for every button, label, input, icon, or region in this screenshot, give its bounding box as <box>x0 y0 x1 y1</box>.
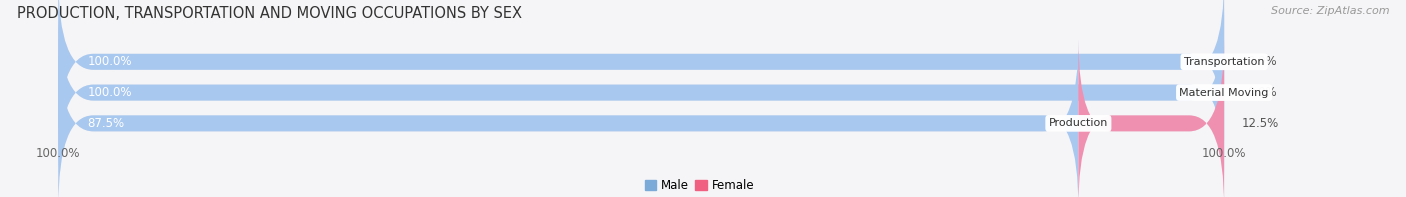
FancyBboxPatch shape <box>58 39 1225 197</box>
FancyBboxPatch shape <box>58 8 1225 177</box>
FancyBboxPatch shape <box>1078 39 1225 197</box>
Text: 0.0%: 0.0% <box>1247 86 1277 99</box>
FancyBboxPatch shape <box>58 0 1225 146</box>
Text: Material Moving: Material Moving <box>1180 88 1268 98</box>
Text: 0.0%: 0.0% <box>1247 55 1277 68</box>
Text: 12.5%: 12.5% <box>1241 117 1279 130</box>
FancyBboxPatch shape <box>58 0 1225 146</box>
Legend: Male, Female: Male, Female <box>640 175 759 197</box>
Text: Source: ZipAtlas.com: Source: ZipAtlas.com <box>1271 6 1389 16</box>
Text: PRODUCTION, TRANSPORTATION AND MOVING OCCUPATIONS BY SEX: PRODUCTION, TRANSPORTATION AND MOVING OC… <box>17 6 522 21</box>
Text: 100.0%: 100.0% <box>1202 147 1246 160</box>
Text: 100.0%: 100.0% <box>87 55 132 68</box>
Text: 100.0%: 100.0% <box>87 86 132 99</box>
Text: Transportation: Transportation <box>1184 57 1264 67</box>
Text: Production: Production <box>1049 118 1108 128</box>
FancyBboxPatch shape <box>58 8 1225 177</box>
FancyBboxPatch shape <box>58 39 1078 197</box>
Text: 100.0%: 100.0% <box>37 147 80 160</box>
Text: 87.5%: 87.5% <box>87 117 125 130</box>
